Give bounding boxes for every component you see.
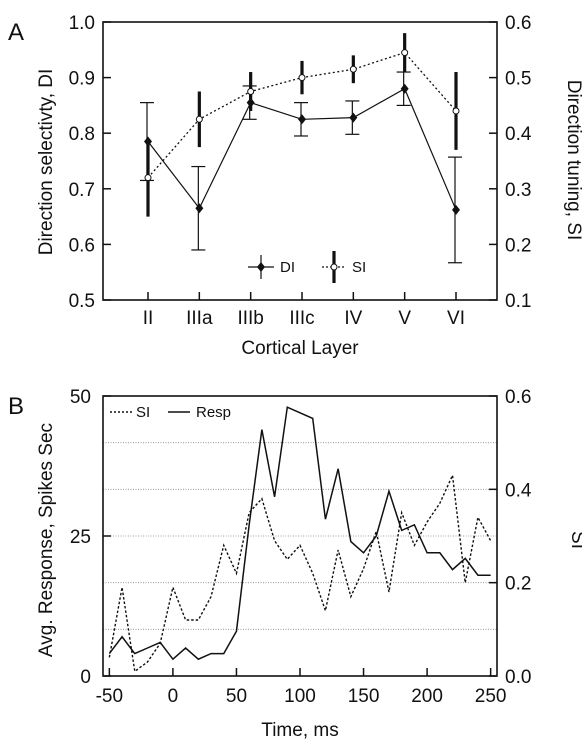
panel-b-ytick-label: 25 (70, 527, 91, 548)
legend-di-label: DI (280, 259, 295, 276)
si-point (349, 65, 357, 73)
panel-a-ytick-right-label: 0.6 (505, 13, 531, 34)
panel-a-frame (102, 21, 498, 301)
di-point (246, 97, 255, 108)
panel-a-ytick-label: 0.7 (69, 180, 95, 201)
si-point (401, 49, 409, 57)
si-point (298, 74, 306, 82)
panel-a-xtick-label: VI (447, 308, 465, 329)
panel-a-series (140, 33, 462, 264)
panel-a-letter: A (8, 19, 24, 46)
panel-b-ytick-right-label: 0.6 (505, 387, 531, 408)
panel-a-ylabel: Direction selectivty, DI (36, 69, 57, 256)
panel-a-xtick-label: IIIa (186, 308, 213, 329)
panel-a-xtick-label: II (143, 308, 154, 329)
panel-b-ytick-right-label: 0.4 (505, 480, 532, 501)
legend-si-swatch (322, 251, 346, 283)
panel-a-legend: DI SI (248, 251, 366, 283)
panel-a-ytick-right-label: 0.2 (505, 235, 531, 256)
si-series-line (108, 472, 492, 673)
panel-b-xtick-label: 250 (475, 686, 507, 707)
di-point (195, 203, 204, 214)
di-point (452, 204, 460, 215)
legend-di-swatch (248, 255, 274, 279)
panel-a-ytick-label: 0.9 (69, 69, 95, 90)
panel-a-axis-ticks: 0.5 0.6 0.7 0.8 0.9 1.0 0.1 0.2 0.3 0.4 0.5 0.6 II II… (69, 13, 532, 329)
panel-a-xtick-label: IV (344, 308, 362, 329)
panel-b-gridlines (103, 442, 497, 630)
panel-a-ytick-right-label: 0.1 (505, 291, 531, 312)
panel-a-xtick-label: IIIc (289, 308, 314, 329)
panel-a-ytick-right-label: 0.3 (505, 180, 531, 201)
legend-si-label: SI (352, 259, 366, 276)
panel-b-letter: B (8, 393, 24, 420)
di-point (349, 112, 358, 123)
panel-b-ytick-label: 0 (80, 667, 91, 688)
panel-b-xtick-label: 150 (348, 686, 380, 707)
panel-b-xtick-label: 50 (226, 686, 247, 707)
si-point (195, 115, 203, 123)
si-point (452, 107, 460, 115)
panel-a-ytick-label: 0.8 (69, 124, 95, 145)
panel-a-ytick-label: 0.5 (69, 291, 95, 312)
panel-a-xtick-label: IIIb (237, 308, 263, 329)
di-point (400, 83, 409, 94)
panel-a-ylabel-right: Direction tuning, SI (563, 80, 582, 241)
panel-a-ytick-right-label: 0.5 (505, 69, 531, 90)
panel-b-ytick-label: 50 (70, 387, 91, 408)
panel-b-series (108, 406, 492, 673)
panel-b-ylabel-right: SI (567, 531, 582, 549)
si-point (247, 88, 255, 95)
panel-a-ytick-right-label: 0.4 (505, 124, 532, 145)
panel-b-xtick-label: 100 (284, 686, 316, 707)
panel-b-ytick-right-label: 0.2 (505, 574, 531, 595)
panel-b-xtick-label: -50 (96, 686, 123, 707)
resp-series-line (108, 406, 491, 661)
legend-resp-label: Resp (196, 404, 231, 421)
panel-b-xtick-label: 0 (168, 686, 179, 707)
panel-b-xlabel: Time, ms (261, 720, 338, 741)
panel-b-ytick-right-label: 0.0 (505, 667, 531, 688)
panel-a-xlabel: Cortical Layer (241, 338, 359, 359)
panel-b-xtick-label: 200 (411, 686, 443, 707)
panel-a: 0.5 0.6 0.7 0.8 0.9 1.0 0.1 0.2 0.3 0.4 0.5 0.6 II II… (8, 13, 582, 359)
legend-si-label: SI (136, 404, 150, 421)
panel-a-ytick-label: 1.0 (69, 13, 95, 34)
panel-a-xtick-label: V (398, 308, 411, 329)
si-point (144, 174, 152, 182)
di-series-line (147, 87, 457, 211)
panel-b-legend: SI Resp (110, 404, 231, 421)
panel-a-ytick-label: 0.6 (69, 235, 95, 256)
di-point (144, 136, 152, 147)
di-point (298, 114, 306, 125)
panel-b-ylabel: Avg. Response, Spikes Sec (36, 423, 57, 657)
